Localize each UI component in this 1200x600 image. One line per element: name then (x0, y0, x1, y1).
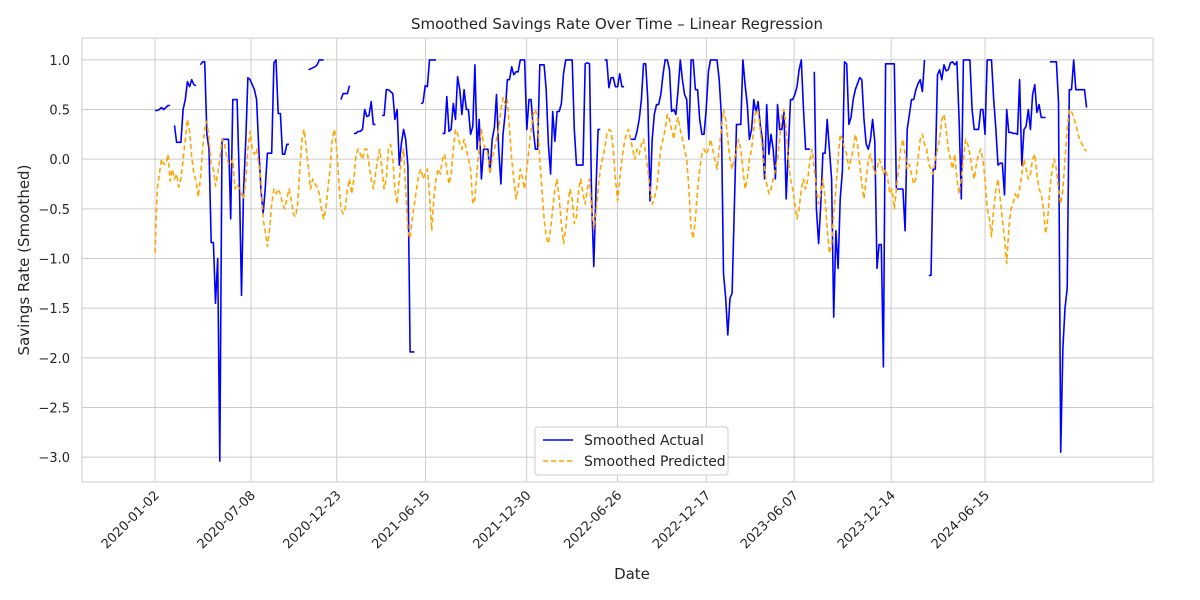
y-axis-ticks: 1.0 0.5 0.0 −0.5 −1.0 −1.5 −2.0 −2.5 −3.0 (38, 54, 70, 466)
x-tick-label: 2020-12-23 (281, 488, 345, 552)
x-tick-label: 2022-06-26 (561, 488, 625, 552)
x-tick-label: 2024-06-15 (929, 488, 993, 552)
y-tick-label: 0.0 (49, 153, 70, 168)
x-tick-label: 2022-12-17 (650, 488, 714, 552)
y-tick-label: −1.5 (38, 302, 70, 317)
legend: Smoothed Actual Smoothed Predicted (534, 426, 729, 476)
x-tick-label: 2020-01-02 (99, 488, 163, 552)
y-tick-label: −2.5 (38, 402, 70, 417)
y-tick-label: −0.5 (38, 203, 70, 218)
legend-label-predicted: Smoothed Predicted (584, 454, 726, 470)
y-tick-label: 0.5 (49, 104, 70, 119)
x-tick-label: 2021-06-15 (369, 488, 433, 552)
chart-title: Smoothed Savings Rate Over Time – Linear… (411, 15, 823, 33)
series-line-actual (155, 59, 1088, 462)
series-layer (154, 59, 1088, 462)
x-axis-ticks: 2020-01-02 2020-07-08 2020-12-23 2021-06-15… (99, 488, 993, 552)
y-axis-title: Savings Rate (Smoothed) (15, 165, 33, 356)
y-tick-label: −1.0 (38, 253, 70, 268)
x-tick-label: 2021-12-30 (470, 488, 534, 552)
series-line-predicted (154, 96, 1088, 265)
y-tick-label: −2.0 (38, 352, 70, 367)
x-axis-title: Date (614, 565, 650, 583)
legend-box (534, 426, 729, 476)
legend-label-actual: Smoothed Actual (584, 433, 704, 449)
y-tick-label: 1.0 (49, 54, 70, 69)
x-tick-label: 2023-12-14 (835, 488, 899, 552)
x-tick-label: 2023-06-07 (738, 488, 802, 552)
x-tick-label: 2020-07-08 (195, 488, 259, 552)
y-tick-label: −3.0 (38, 451, 70, 466)
